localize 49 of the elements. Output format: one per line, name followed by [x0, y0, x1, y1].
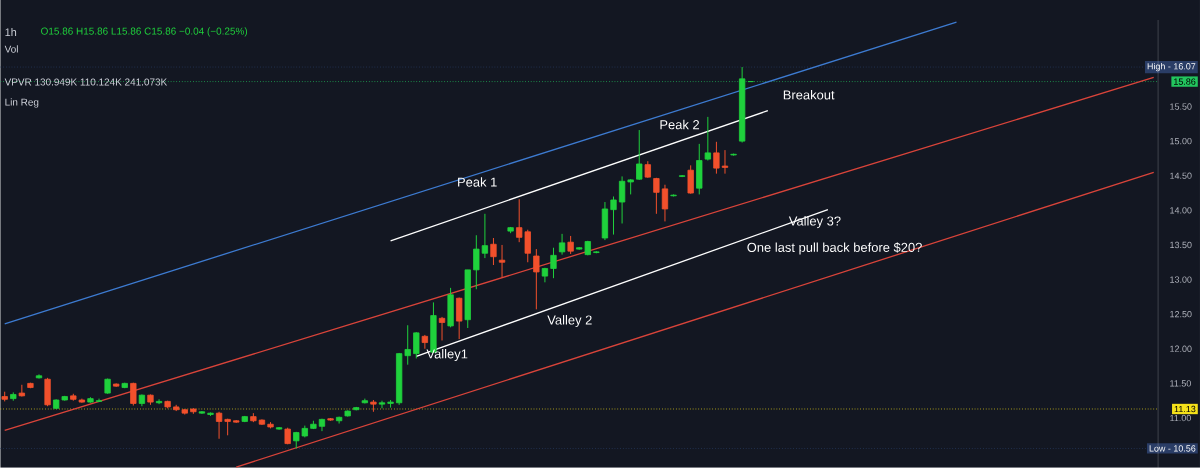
candlestick: [661, 184, 669, 222]
y-tick-label: 11.50: [1170, 380, 1191, 387]
ref-line-label: 15.86: [1174, 78, 1196, 85]
annotation: Breakout: [783, 89, 835, 100]
annotation: Peak 1: [458, 177, 497, 187]
candlestick: [155, 398, 163, 405]
y-tick-label: 11.00: [1170, 414, 1191, 422]
candlestick: [704, 116, 711, 161]
candlestick: [636, 129, 643, 181]
annotation: VPVR 130.949K 110.124K 241.073K: [4, 78, 168, 86]
y-tick-label: 12.50: [1170, 310, 1192, 318]
candlestick: [653, 177, 660, 215]
candlestick: [713, 141, 720, 175]
candlestick: [378, 400, 386, 409]
y-tick-label: 12.00: [1170, 345, 1192, 352]
candlestick: [687, 164, 694, 195]
candlestick: [438, 316, 446, 341]
text: 1h: [5, 28, 17, 36]
candlestick: [413, 331, 420, 359]
y-tick-label: 15.00: [1170, 137, 1192, 145]
y-tick-label: 14.50: [1170, 172, 1192, 179]
annotation: Valley 2: [547, 315, 592, 328]
candlestick: [550, 247, 557, 279]
candlestick: [618, 175, 626, 224]
candlestick: [421, 334, 429, 350]
y-tick-label: 14.00: [1170, 207, 1192, 214]
annotation: Valley1: [426, 348, 468, 362]
text: O15.86 H15.86 L15.86 C15.86 −0.04 (−0.25%): [41, 27, 248, 37]
candlestick: [498, 244, 506, 278]
candlestick: [18, 384, 25, 398]
candlestick: [721, 149, 729, 175]
y-tick-label: 13.00: [1170, 276, 1192, 283]
candlestick: [558, 233, 566, 256]
candlestick: [35, 373, 43, 380]
candlestick: [490, 237, 497, 266]
y-tick-label: 13.50: [1170, 241, 1192, 249]
ref-line-label: 11.13: [1174, 405, 1196, 413]
y-tick-label: 15.50: [1170, 103, 1192, 110]
annotation: One last pull back before $20?: [747, 242, 922, 255]
ref-line-label: Low - 10.56: [1149, 445, 1196, 452]
annotation: Valley 3?: [788, 216, 841, 229]
candlestick: [610, 195, 617, 236]
ref-line-label: High - 16.07: [1147, 62, 1196, 72]
annotation: Lin Reg: [5, 98, 39, 108]
annotation: Peak 2: [660, 119, 700, 130]
candlestick: [215, 411, 223, 440]
candlestick: [456, 297, 463, 340]
annotation: Vol: [4, 45, 18, 53]
candlestick: [533, 248, 540, 310]
